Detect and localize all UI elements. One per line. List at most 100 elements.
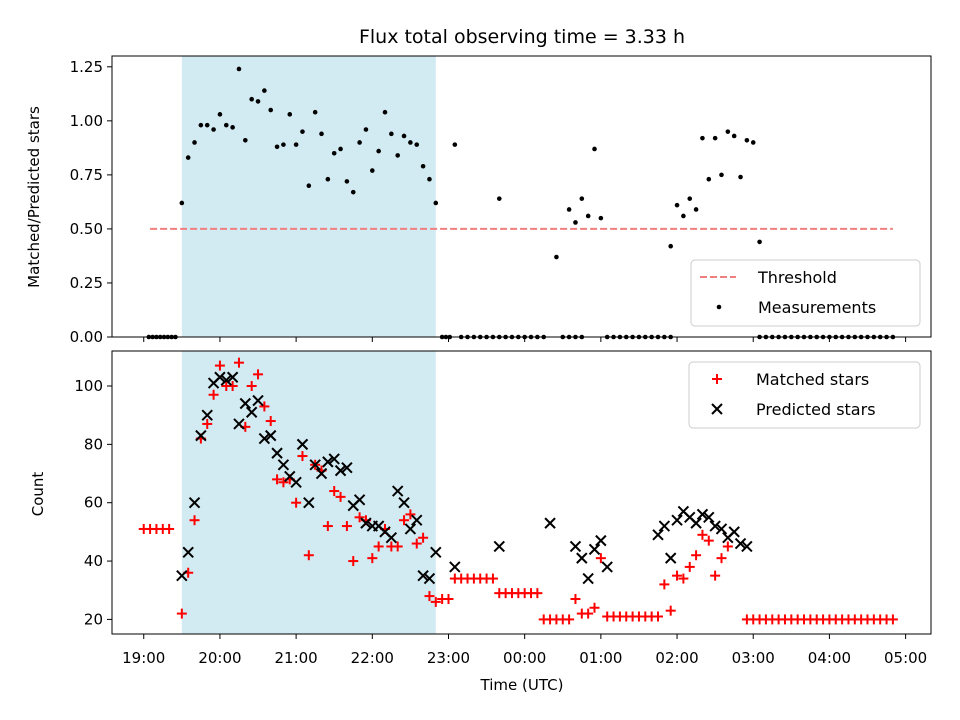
measurement-point (592, 146, 597, 152)
count-legend: Matched stars Predicted stars (688, 361, 921, 429)
matched-star-point (887, 614, 898, 625)
matched-star-point (164, 523, 175, 534)
count-legend-box (688, 361, 921, 429)
measurement-point (401, 133, 407, 139)
observing-window-shade-lower (181, 351, 436, 634)
predicted-star-point (233, 418, 245, 430)
matched-star-point (246, 381, 257, 392)
matched-star-point (272, 474, 283, 485)
measurement-point (262, 88, 267, 93)
predicted-star-point (595, 534, 607, 547)
matched-star-point (589, 602, 600, 613)
matched-star-point (564, 614, 575, 625)
measurement-point (382, 109, 388, 115)
measurement-point (300, 129, 305, 134)
matched-star-point (487, 573, 498, 584)
measurement-point (700, 135, 705, 141)
measurement-point (719, 172, 724, 178)
matched-star-point (176, 608, 187, 619)
legend-threshold-label: Threshold (757, 268, 837, 287)
measurement-point (198, 122, 204, 128)
predicted-star-point (404, 523, 417, 535)
matched-star-point (418, 532, 429, 543)
measurement-point (693, 207, 699, 212)
legend-predicted-swatch (711, 403, 723, 415)
ratio-legend-box (690, 259, 921, 327)
predicted-star-point (176, 569, 188, 582)
measurement-point (579, 196, 585, 201)
matched-star-point (678, 573, 689, 584)
legend-predicted-label: Predicted stars (756, 400, 876, 419)
predicted-star-point (601, 561, 613, 573)
predicted-star-point (709, 520, 721, 532)
ratio-y-tick-label: 1.25 (70, 58, 103, 76)
x-tick-label: 04:00 (808, 649, 851, 667)
predicted-star-point (449, 561, 461, 573)
measurement-point (757, 239, 762, 245)
ratio-y-axis-label: Matched/Predicted stars (25, 106, 43, 288)
measurement-point (376, 148, 381, 154)
predicted-star-point (715, 523, 728, 535)
predicted-star-point (696, 508, 709, 521)
measurement-point (427, 176, 432, 182)
predicted-star-point (582, 572, 594, 585)
predicted-star-point (220, 374, 232, 386)
matched-star-point (691, 550, 702, 561)
measurement-point (325, 176, 331, 182)
measurement-point (731, 133, 737, 139)
measurement-point (414, 142, 420, 147)
measurement-point (585, 213, 591, 219)
matched-star-point (265, 416, 276, 427)
measurement-point (566, 207, 572, 212)
predicted-star-point (195, 429, 207, 442)
measurement-point (681, 213, 686, 219)
measurement-point (350, 189, 356, 195)
measurement-point (179, 200, 185, 206)
x-tick-label: 20:00 (198, 649, 241, 667)
x-tick-label: 03:00 (732, 649, 775, 667)
matched-star-point (297, 451, 308, 462)
predicted-star-point (658, 520, 671, 532)
measurement-point (217, 112, 223, 117)
predicted-star-point (353, 494, 366, 506)
matched-star-point (259, 401, 270, 412)
matched-star-point (405, 509, 416, 520)
matched-star-point (710, 570, 721, 581)
measurement-point (738, 174, 743, 180)
matched-star-point (411, 538, 422, 549)
predicted-star-point (652, 529, 664, 541)
x-tick-label: 05:00 (884, 649, 927, 667)
predicted-star-point (690, 517, 702, 529)
matched-star-point (570, 593, 581, 604)
measurement-point (185, 155, 191, 160)
predicted-star-point (398, 497, 410, 509)
matched-star-point (653, 611, 663, 622)
measurement-point (255, 99, 261, 104)
count-panel-frame (111, 350, 932, 635)
measurement-point (573, 220, 578, 225)
matched-star-point (367, 553, 378, 564)
predicted-star-point (544, 517, 556, 529)
matched-star-point (583, 608, 594, 619)
measurement-point (395, 153, 400, 158)
measurement-point (281, 142, 286, 147)
predicted-star-point (296, 438, 309, 451)
measurement-point (744, 138, 750, 143)
measurement-point (668, 243, 673, 249)
measurement-point (306, 183, 312, 188)
measurement-point (598, 215, 604, 221)
matched-star-point (329, 486, 340, 497)
matched-star-point (659, 579, 670, 590)
measurement-point (338, 146, 343, 152)
predicted-star-point (664, 552, 677, 564)
measurement-point (370, 168, 375, 173)
predicted-star-point (423, 572, 436, 585)
predicted-star-point (385, 532, 398, 544)
predicted-star-point (360, 517, 372, 529)
predicted-star-point (569, 540, 582, 553)
predicted-star-point (588, 543, 601, 556)
matched-star-point (214, 360, 225, 371)
measurement-point (204, 122, 210, 128)
matched-star-point (291, 497, 302, 508)
measurement-point (674, 202, 680, 208)
